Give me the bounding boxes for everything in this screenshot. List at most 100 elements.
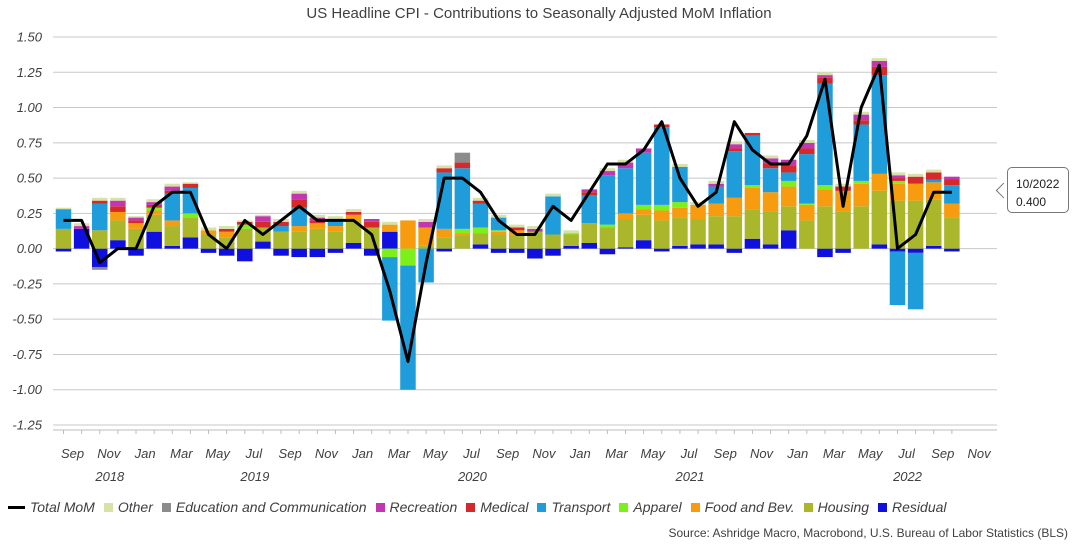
x-month-label: May — [423, 446, 449, 461]
bar-segment — [654, 204, 670, 211]
bar-segment — [563, 233, 579, 235]
x-month-label: Sep — [931, 446, 954, 461]
y-tick-label: 0.50 — [17, 171, 43, 186]
bar-segment — [853, 183, 869, 207]
bar-segment — [164, 226, 181, 246]
legend-swatch — [690, 502, 700, 512]
bar-segment — [780, 172, 797, 181]
bar-segment — [617, 168, 634, 214]
bar-segment — [780, 165, 797, 173]
y-axis-ticks: 1.50 1.25 1.00 0.75 0.50 0.25 0.00 -0.25 -0.50 -0… — [12, 30, 42, 433]
bar-segment — [599, 224, 616, 228]
bar-segment — [744, 238, 761, 249]
bar-segment — [436, 248, 452, 252]
bar-segment — [907, 176, 924, 184]
bar-segment — [255, 241, 271, 249]
bar-segment — [690, 204, 706, 220]
bar-segment — [55, 228, 72, 249]
legend-item: Food and Bev. — [690, 499, 795, 515]
bar-segment — [345, 220, 362, 243]
bar-segment — [944, 203, 960, 218]
bar-segment — [744, 135, 761, 186]
callout-value: 0.400 — [1016, 195, 1047, 209]
bar-segment — [563, 234, 579, 246]
bar-segment — [92, 200, 108, 204]
bar-segment — [92, 266, 108, 270]
bar-segment — [509, 248, 525, 253]
bar-segment — [635, 240, 652, 249]
bar-segment — [92, 203, 108, 231]
grid-lines — [53, 36, 997, 426]
bar-segment — [744, 132, 761, 136]
bar-segment — [726, 197, 743, 217]
bar-segment — [164, 193, 181, 221]
bar-segment — [400, 220, 416, 249]
bar-segment — [291, 231, 307, 249]
bar-segment — [146, 210, 162, 215]
bar-segment — [799, 203, 815, 205]
bar-segment — [690, 244, 706, 249]
bar-segment — [744, 185, 761, 188]
bar-segment — [382, 248, 398, 258]
bar-segment — [345, 242, 362, 249]
x-month-label: Jul — [897, 446, 916, 461]
bar-segment — [490, 231, 507, 235]
x-month-label: Jan — [351, 446, 373, 461]
x-month-label: May — [205, 446, 231, 461]
bar-segment — [255, 221, 271, 228]
total-mom-series — [63, 63, 952, 363]
bar-segment — [780, 180, 797, 187]
bar-segment — [110, 197, 126, 201]
bar-segment — [436, 228, 452, 238]
bar-segment — [472, 244, 489, 249]
bar-segment — [925, 199, 942, 246]
bar-segment — [128, 248, 144, 256]
bar-segment — [853, 124, 869, 181]
bar-segment — [454, 168, 471, 229]
bar-segment — [889, 180, 906, 184]
bar-segment — [291, 248, 307, 258]
x-month-label: Jul — [462, 446, 481, 461]
bar-segment — [309, 223, 326, 229]
bar-segment — [599, 168, 616, 172]
bar-segment — [635, 204, 652, 210]
bar-segment — [617, 213, 634, 220]
bar-segment — [436, 168, 452, 173]
x-month-label: Jan — [786, 446, 808, 461]
bar-segment — [780, 230, 797, 249]
bar-segment — [563, 230, 579, 234]
legend-label: Residual — [892, 499, 947, 515]
bar-segment — [509, 235, 525, 249]
x-month-label: Sep — [279, 446, 302, 461]
bar-segment — [925, 169, 942, 173]
legend-label: Apparel — [633, 499, 682, 515]
legend-label: Other — [117, 499, 153, 515]
bar-segment — [146, 231, 162, 249]
bar-segment — [690, 202, 706, 205]
legend-item: Transport — [537, 499, 610, 515]
bar-segment — [762, 163, 779, 169]
bar-segment — [871, 244, 888, 249]
bar-segment — [654, 220, 670, 249]
bar-segment — [871, 190, 888, 245]
x-axis: Sep Nov Jan Mar May Jul Sep Nov Jan Mar May Jul Sep N… — [53, 429, 997, 484]
bar-segment — [527, 226, 543, 229]
bar-segment — [817, 248, 833, 258]
bar-segment — [73, 226, 90, 229]
bar-segment — [817, 189, 833, 207]
bar-segment — [762, 244, 779, 249]
bar-segment — [907, 173, 924, 177]
legend-swatch — [8, 505, 25, 509]
bar-segment — [799, 139, 815, 143]
bar-segment — [853, 180, 869, 184]
x-year-label: 2018 — [94, 469, 125, 484]
bar-segment — [218, 231, 235, 238]
bar-segment — [363, 221, 380, 228]
bar-segment — [418, 221, 434, 228]
x-month-label: Mar — [605, 446, 628, 461]
bar-segment — [925, 172, 942, 180]
bar-segment — [110, 220, 126, 241]
x-month-label: Nov — [750, 446, 775, 461]
bar-segment — [327, 219, 344, 227]
bar-segment — [617, 247, 634, 249]
